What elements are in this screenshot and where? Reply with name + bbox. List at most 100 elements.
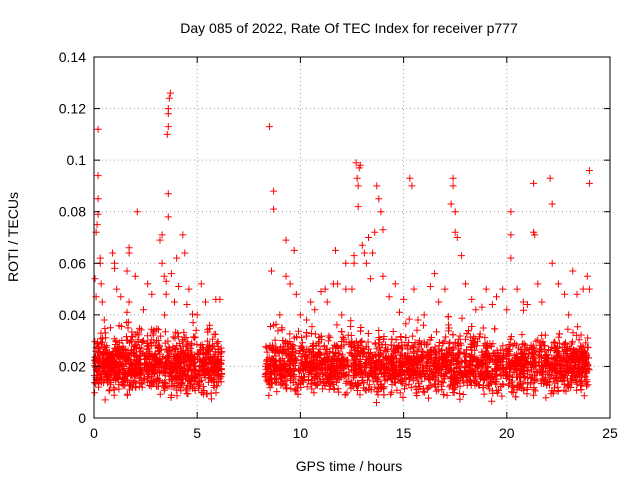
data-point (582, 339, 590, 347)
data-point (135, 344, 143, 352)
data-point (173, 380, 181, 388)
data-point (310, 356, 318, 364)
data-point (132, 331, 140, 339)
data-point (282, 338, 290, 346)
data-point (353, 174, 361, 182)
data-point (296, 365, 304, 373)
data-point (520, 306, 527, 314)
data-point (484, 344, 492, 352)
data-point (123, 372, 131, 380)
data-point (543, 357, 551, 365)
data-point (449, 331, 457, 339)
data-point (391, 378, 398, 386)
data-point (573, 351, 581, 359)
data-point (128, 370, 135, 378)
data-point (356, 362, 364, 370)
data-point (270, 205, 278, 213)
data-point (150, 378, 158, 386)
data-point (562, 339, 570, 347)
data-point (193, 377, 201, 385)
data-point (561, 290, 569, 298)
data-point (492, 380, 500, 388)
data-point (348, 285, 356, 293)
data-point (214, 338, 222, 346)
data-point (546, 174, 554, 182)
data-point (324, 374, 332, 382)
data-point (387, 390, 395, 398)
data-point (307, 330, 315, 338)
data-point (159, 367, 167, 375)
data-point (323, 350, 331, 358)
data-point (334, 366, 342, 374)
data-point (175, 372, 183, 380)
data-point (93, 221, 101, 229)
data-point (488, 397, 496, 405)
data-point (412, 371, 420, 379)
data-point (507, 231, 515, 239)
data-point (133, 329, 141, 337)
data-point (442, 356, 450, 364)
data-point (344, 331, 352, 339)
data-point (204, 326, 212, 334)
data-point (413, 355, 421, 363)
data-point (403, 342, 411, 350)
data-point (161, 383, 169, 391)
data-point (406, 174, 414, 182)
data-point (180, 328, 188, 336)
data-point (144, 364, 152, 372)
data-point (152, 350, 160, 358)
data-point (449, 182, 457, 190)
data-point (293, 357, 301, 365)
data-points (90, 89, 593, 406)
data-point (324, 337, 332, 345)
data-point (396, 389, 404, 397)
data-point (173, 254, 181, 262)
data-point (402, 334, 410, 341)
data-point (306, 367, 314, 375)
data-point (123, 267, 131, 275)
data-point (158, 231, 166, 239)
data-point (540, 379, 548, 387)
data-point (360, 384, 368, 392)
data-point (163, 359, 171, 367)
data-point (175, 333, 183, 341)
data-point (364, 349, 372, 357)
data-point (573, 386, 581, 394)
data-point (189, 319, 197, 327)
data-point (213, 340, 221, 348)
data-point (323, 356, 331, 364)
data-point (476, 330, 484, 338)
data-point (126, 359, 134, 367)
data-point (480, 390, 488, 398)
data-point (574, 323, 582, 331)
data-point (447, 353, 455, 361)
data-point (169, 382, 177, 390)
data-point (175, 384, 183, 392)
data-point (452, 363, 460, 371)
data-point (310, 373, 318, 380)
data-point (435, 298, 443, 306)
data-point (150, 327, 158, 335)
data-point (436, 366, 444, 374)
data-point (272, 378, 280, 386)
data-point (91, 389, 99, 397)
data-point (366, 381, 374, 389)
data-point (196, 356, 204, 364)
data-point (299, 361, 307, 369)
data-point (397, 333, 405, 340)
data-point (100, 316, 108, 324)
data-point (530, 363, 538, 371)
data-point (266, 384, 274, 392)
data-point (184, 390, 192, 398)
data-point (360, 249, 368, 257)
data-point (303, 316, 311, 324)
data-point (498, 392, 506, 400)
data-point (158, 259, 166, 267)
data-point (293, 333, 301, 341)
data-point (372, 369, 380, 377)
data-point (583, 382, 590, 390)
data-point (326, 373, 333, 381)
data-point (502, 350, 510, 358)
data-point (459, 391, 467, 398)
data-point (354, 182, 362, 190)
